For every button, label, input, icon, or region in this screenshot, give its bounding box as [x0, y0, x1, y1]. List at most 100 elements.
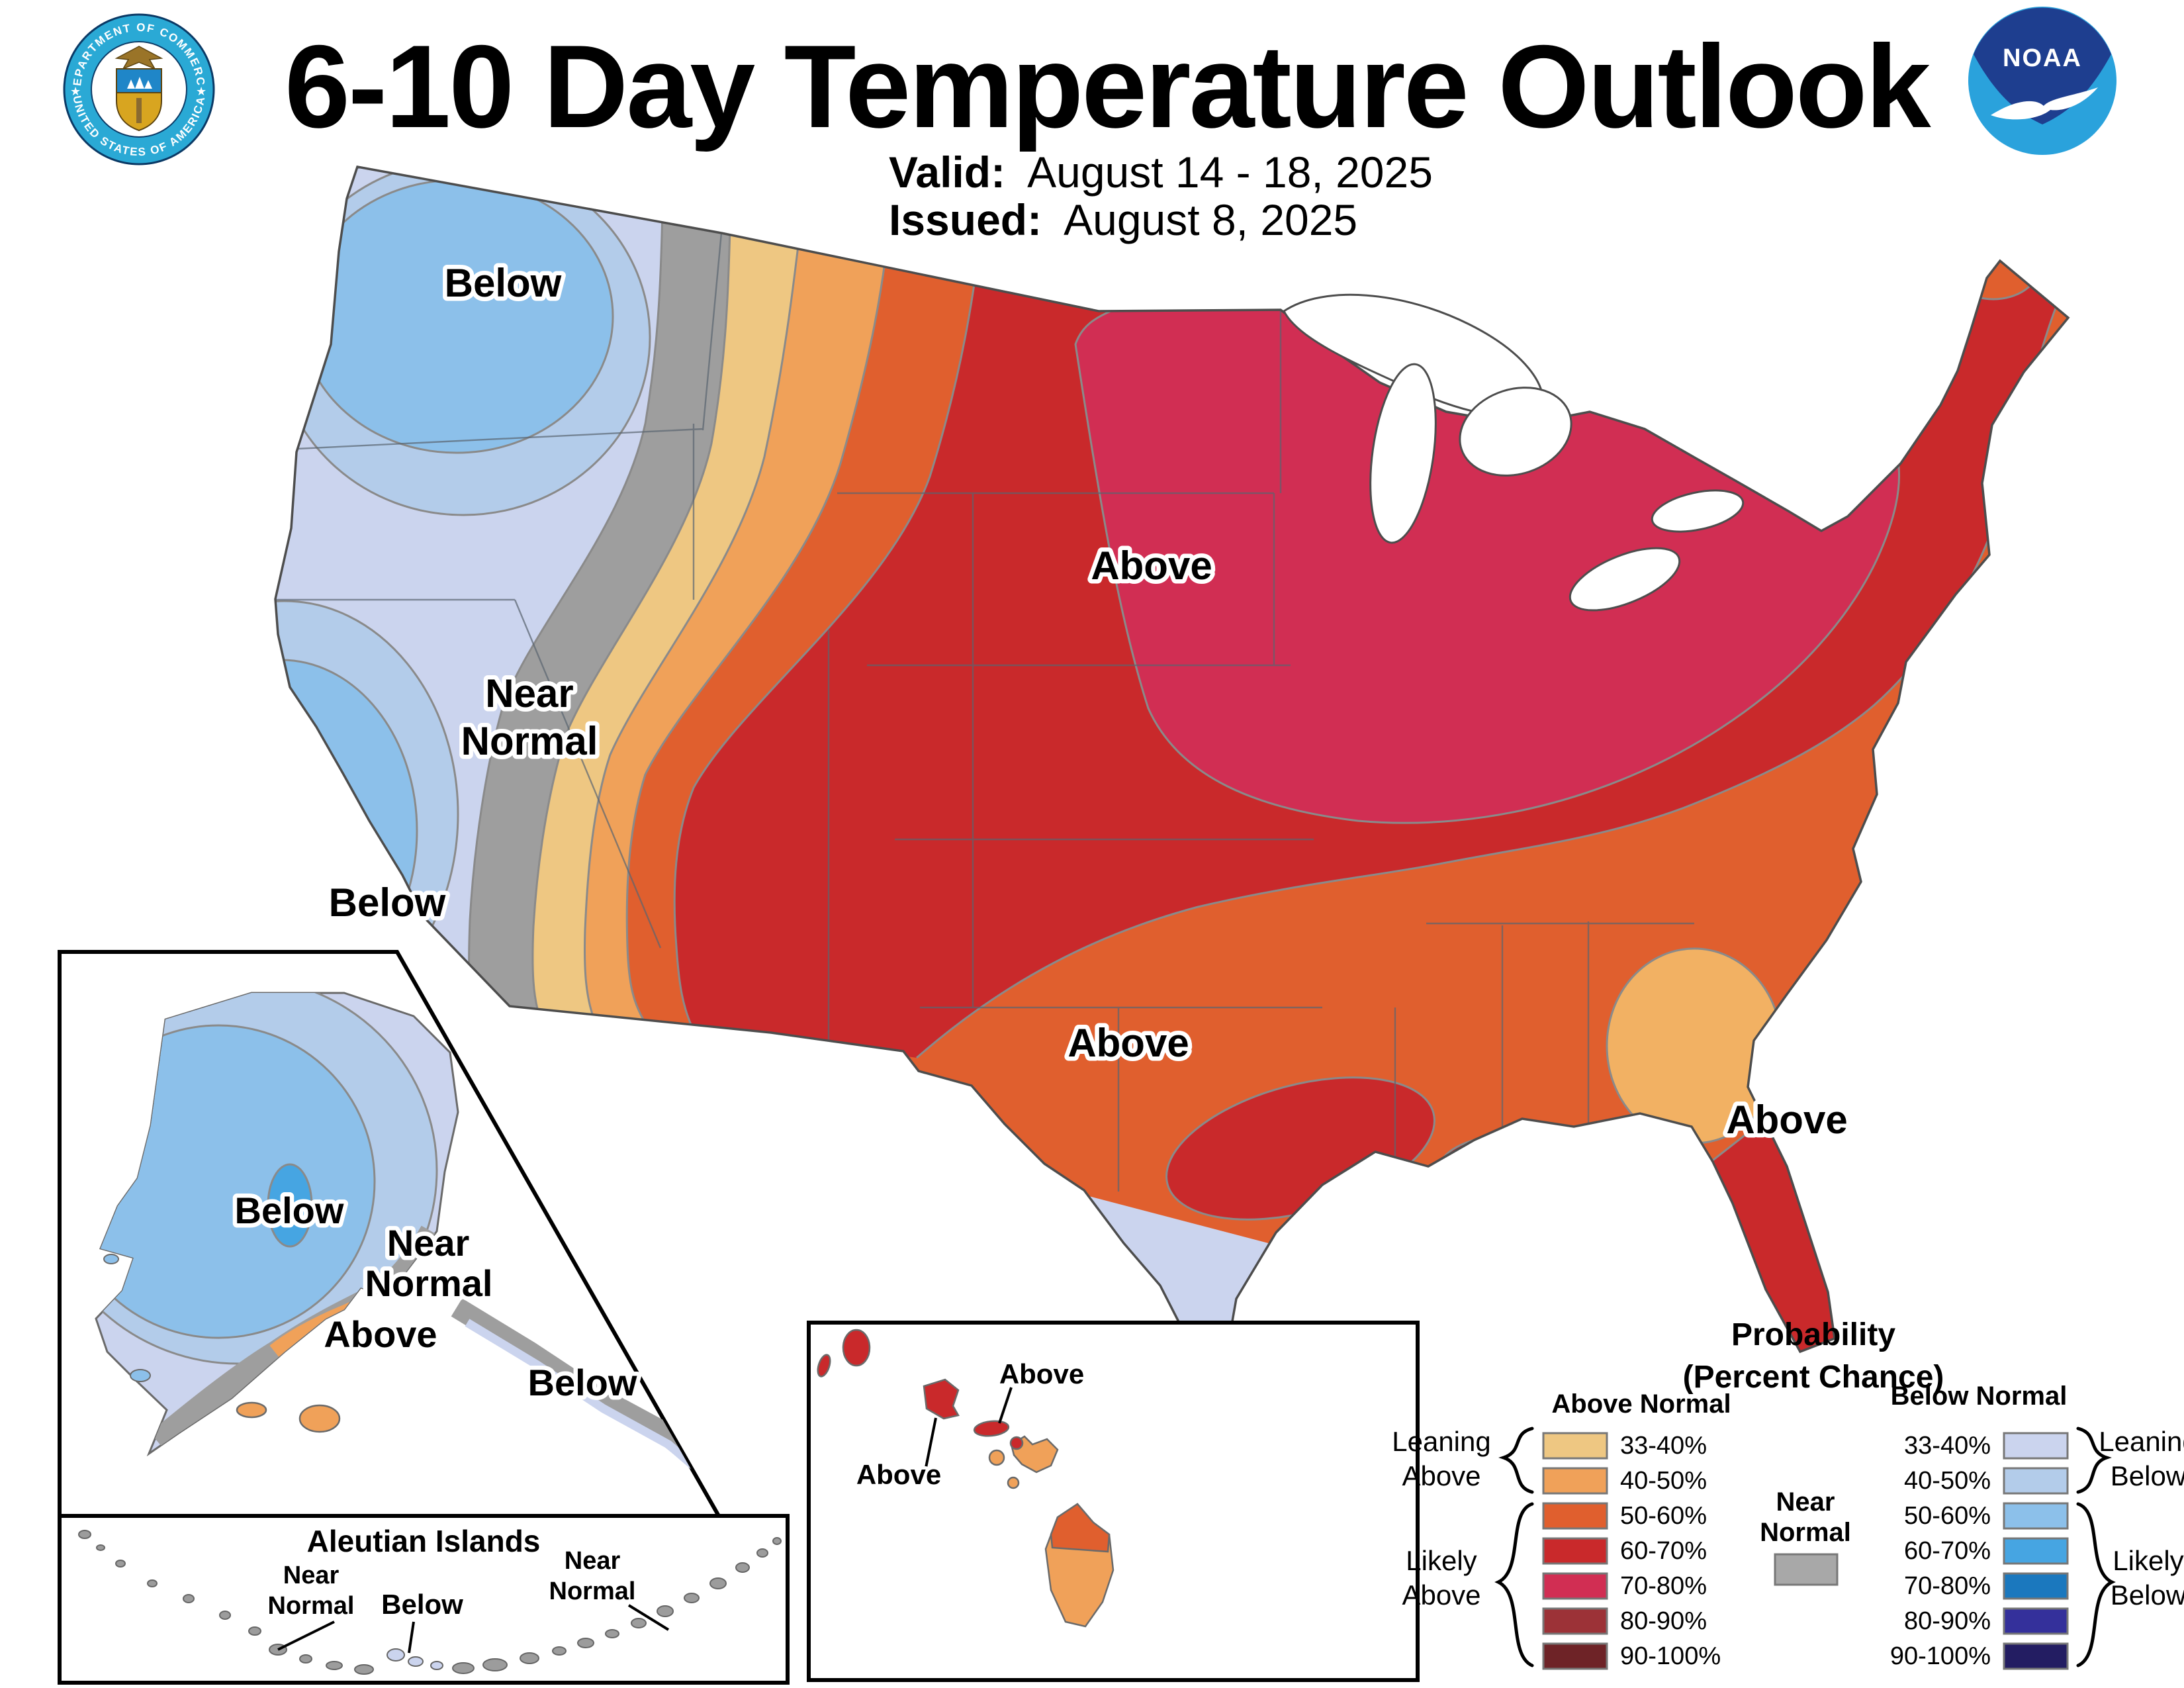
noaa-logo: NOAA — [1968, 7, 2116, 155]
label-florida-above: Above — [1726, 1098, 1847, 1142]
hawaii-inset: Above Above — [807, 1321, 1420, 1682]
maine-tip-50-60 — [1946, 229, 2041, 301]
seal-ship-sails — [127, 77, 152, 89]
label-aleutian-title: Aleutian Islands — [307, 1524, 541, 1558]
issued-line: Issued: August 8, 2025 — [889, 197, 1433, 243]
legend-braces — [1494, 1427, 2116, 1667]
hi-maui-west-tip — [1009, 1436, 1024, 1450]
ak-panhandle-gray — [451, 1298, 708, 1472]
great-lakes — [1283, 293, 1745, 612]
label-near-normal-1: Near — [485, 671, 573, 716]
hi-molokai — [973, 1420, 1010, 1437]
svg-text:40-50%: 40-50% — [1904, 1467, 1991, 1495]
label-ak-above: Above — [324, 1313, 437, 1355]
swatch-above-50-60 — [1542, 1502, 1608, 1530]
issued-label: Issued: — [889, 195, 1042, 244]
ak-west-island-2 — [130, 1369, 151, 1382]
swatch-near-normal — [1774, 1553, 1839, 1586]
noaa-bird-icon — [1991, 87, 2098, 120]
label-aleutian-right-2: Normal — [549, 1577, 636, 1605]
label-nw-below: Below — [445, 261, 562, 305]
swatch-above-80-90 — [1542, 1607, 1608, 1635]
valid-line: Valid: August 14 - 18, 2025 — [889, 149, 1433, 195]
svg-text:33-40%: 33-40% — [1904, 1432, 1991, 1460]
swatch-below-60-70 — [2003, 1537, 2069, 1565]
label-ak-near-normal-2: Normal — [365, 1262, 493, 1304]
legend-above-column — [1542, 1432, 1608, 1670]
label-aleutian-center: Below — [381, 1589, 463, 1620]
svg-text:Leaning: Leaning — [1392, 1426, 1490, 1457]
seal-shield-icon — [116, 68, 162, 132]
brace-leaning-below — [2076, 1427, 2112, 1494]
swatch-below-90-100 — [2003, 1642, 2069, 1670]
label-aleutian-right-1: Near — [565, 1547, 621, 1575]
swatch-above-60-70 — [1542, 1537, 1608, 1565]
label-hi-above-molokai: Above — [999, 1358, 1084, 1389]
lake-huron — [1459, 387, 1572, 477]
aleutian-inset: Aleutian Islands Near Normal Below Near … — [58, 1514, 790, 1685]
label-ak-se-below: Below — [528, 1362, 637, 1403]
page-title: 6-10 Day Temperature Outlook — [285, 21, 1931, 152]
swatch-above-40-50 — [1542, 1467, 1608, 1495]
hi-big-island-north — [1050, 1503, 1111, 1553]
label-near-normal-2: Normal — [461, 719, 598, 763]
ak-kodiak-island — [298, 1404, 341, 1433]
ak-panhandle-below — [465, 1319, 707, 1478]
svg-text:40-50%: 40-50% — [1620, 1467, 1707, 1495]
legend-above-ranges: 33-40% 40-50% 50-60% 60-70% 70-80% 80-90… — [1620, 1432, 1721, 1670]
hawaii-pointers — [924, 1387, 1013, 1472]
swatch-below-70-80 — [2003, 1572, 2069, 1600]
hi-niihau — [817, 1354, 831, 1378]
lake-michigan — [1369, 363, 1437, 544]
svg-text:80-90%: 80-90% — [1620, 1607, 1707, 1635]
issued-value: August 8, 2025 — [1064, 195, 1358, 244]
svg-text:70-80%: 70-80% — [1620, 1572, 1707, 1600]
svg-text:70-80%: 70-80% — [1904, 1572, 1991, 1600]
state-borders — [275, 232, 1694, 1192]
label-hi-above-oahu: Above — [856, 1459, 941, 1490]
legend-title-1: Probability — [1731, 1317, 1895, 1352]
alaska-inset: Below Near Normal Above Below — [58, 950, 723, 1518]
label-central-above: Above — [1091, 543, 1212, 588]
seal-star-right: ★ — [196, 85, 206, 98]
conus-outline — [274, 165, 2070, 1392]
svg-text:Below: Below — [2111, 1460, 2184, 1491]
label-ak-below: Below — [235, 1190, 344, 1231]
legend-below-column — [2003, 1432, 2069, 1670]
lake-ontario — [1651, 489, 1745, 533]
legend-near-normal-1: Near — [1776, 1487, 1835, 1517]
swatch-above-33-40 — [1542, 1432, 1608, 1460]
aleutian-inset-border — [58, 1514, 790, 1685]
label-aleutian-left-1: Near — [283, 1562, 340, 1589]
hi-kauai — [842, 1329, 871, 1367]
label-texas-above: Above — [1068, 1021, 1189, 1065]
legend-below-header: Below Normal — [1891, 1382, 2068, 1411]
validity-block: Valid: August 14 - 18, 2025 Issued: Augu… — [889, 149, 1433, 244]
svg-text:50-60%: 50-60% — [1620, 1502, 1707, 1530]
swatch-below-33-40 — [2003, 1432, 2069, 1460]
brace-leaning-above — [1498, 1427, 1534, 1494]
svg-text:Above: Above — [1402, 1579, 1480, 1611]
seal-star-left: ★ — [70, 85, 81, 98]
hi-kahoolawe — [1007, 1476, 1020, 1489]
svg-text:90-100%: 90-100% — [1890, 1642, 1991, 1670]
svg-text:90-100%: 90-100% — [1620, 1642, 1721, 1670]
hi-lanai — [988, 1449, 1005, 1466]
svg-text:Leaning: Leaning — [2099, 1426, 2184, 1457]
ak-west-island-1 — [103, 1254, 119, 1264]
brace-likely-above — [1494, 1502, 1534, 1667]
swatch-above-70-80 — [1542, 1572, 1608, 1600]
legend-below-ranges: 33-40% 40-50% 50-60% 60-70% 70-80% 80-90… — [1890, 1432, 1991, 1670]
svg-text:60-70%: 60-70% — [1904, 1537, 1991, 1565]
legend-above-header: Above Normal — [1551, 1389, 1731, 1419]
swatch-above-90-100 — [1542, 1642, 1608, 1670]
svg-text:Above: Above — [1402, 1460, 1480, 1491]
swatch-below-80-90 — [2003, 1607, 2069, 1635]
svg-text:60-70%: 60-70% — [1620, 1537, 1707, 1565]
probability-legend: Probability (Percent Chance) Above Norma… — [1392, 1317, 2184, 1670]
ak-peninsula-island — [236, 1401, 267, 1419]
band-nw-below-50-60 — [299, 179, 614, 454]
seal-eagle-icon — [114, 46, 163, 70]
valid-label: Valid: — [889, 148, 1006, 197]
svg-text:Likely: Likely — [2113, 1545, 2183, 1576]
